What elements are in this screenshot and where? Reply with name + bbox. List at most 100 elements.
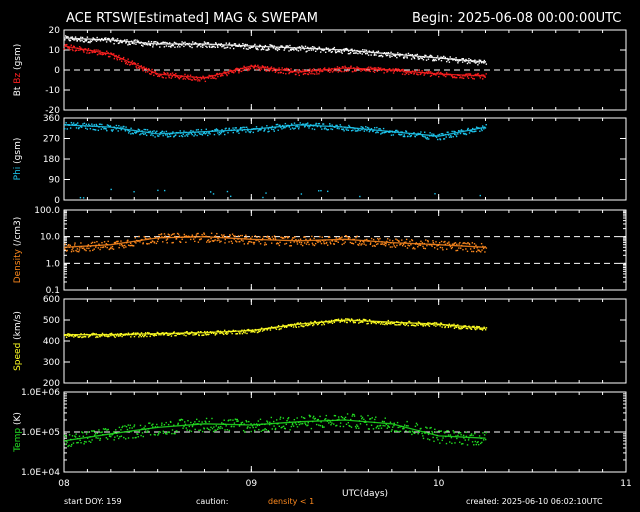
- point-bt-bz-bt: [395, 54, 397, 57]
- point-density-density: [389, 239, 391, 241]
- point-phi-phi: [318, 190, 320, 192]
- point-phi-phi: [127, 130, 129, 132]
- point-phi-phi: [399, 134, 402, 136]
- point-speed-speed: [255, 329, 257, 332]
- point-density-density: [277, 242, 280, 245]
- point-bt-bz-bt: [128, 43, 131, 45]
- point-bt-bz-bt: [272, 47, 275, 49]
- point-phi-phi: [308, 127, 310, 129]
- point-density-density: [273, 235, 276, 237]
- point-bt-bz-bt: [308, 49, 310, 52]
- point-temp-temp: [356, 424, 358, 426]
- point-temp-temp: [184, 423, 187, 426]
- point-bt-bz-bt: [340, 51, 342, 53]
- point-temp-temp: [205, 417, 208, 420]
- point-temp-temp: [395, 430, 397, 433]
- point-temp-temp: [110, 435, 112, 438]
- point-temp-temp: [301, 422, 304, 425]
- point-speed-speed: [73, 336, 75, 338]
- point-density-density: [76, 250, 78, 253]
- point-phi-phi: [336, 127, 338, 130]
- point-bt-bz-bt: [379, 55, 381, 57]
- point-speed-speed: [138, 336, 140, 338]
- point-bt-bz-bt: [190, 44, 193, 46]
- point-bt-bz-bz: [337, 71, 339, 73]
- point-bt-bz-bt: [155, 41, 157, 43]
- point-density-density: [382, 243, 384, 245]
- point-phi-phi: [483, 128, 485, 130]
- point-density-density: [253, 243, 255, 245]
- point-bt-bz-bz: [450, 75, 453, 77]
- point-temp-temp: [357, 425, 359, 428]
- point-bt-bz-bt: [181, 41, 183, 43]
- point-bt-bz-bt: [199, 44, 201, 46]
- point-bt-bz-bt: [391, 55, 393, 58]
- point-phi-phi: [360, 126, 362, 128]
- point-temp-temp: [330, 424, 332, 426]
- point-speed-speed: [440, 322, 443, 325]
- point-density-density: [314, 242, 317, 245]
- point-temp-temp: [317, 418, 320, 421]
- point-density-density: [191, 234, 194, 236]
- ytick-label-density-2: 10.0: [40, 233, 60, 243]
- point-bt-bz-bt: [291, 48, 293, 50]
- ytick-label-phi-1: 90: [49, 176, 61, 186]
- point-speed-speed: [207, 333, 209, 336]
- point-speed-speed: [314, 320, 317, 323]
- point-phi-phi: [239, 128, 241, 130]
- point-temp-temp: [402, 428, 404, 430]
- point-phi-phi: [111, 130, 113, 132]
- point-phi-phi: [143, 133, 145, 136]
- point-density-density: [259, 236, 261, 238]
- point-temp-temp: [432, 436, 434, 439]
- point-bt-bz-bz: [366, 67, 369, 69]
- point-bt-bz-bt: [330, 51, 333, 53]
- point-bt-bz-bt: [78, 38, 81, 41]
- series-bt-bz-bz: [63, 43, 487, 83]
- point-bt-bz-bz: [143, 66, 145, 68]
- point-speed-speed: [313, 320, 316, 323]
- point-bt-bz-bz: [184, 73, 186, 76]
- point-speed-speed: [320, 320, 323, 323]
- point-bt-bz-bt: [196, 46, 198, 48]
- point-phi-phi: [124, 130, 127, 132]
- point-temp-temp: [151, 424, 153, 426]
- point-bt-bz-bt: [118, 42, 120, 44]
- point-bt-bz-bz: [344, 65, 346, 67]
- point-bt-bz-bt: [434, 58, 436, 61]
- point-bt-bz-bt: [318, 46, 320, 48]
- point-phi-phi: [481, 129, 483, 132]
- point-bt-bz-bt: [96, 36, 98, 39]
- point-phi-phi: [281, 124, 284, 127]
- point-temp-temp: [228, 419, 230, 421]
- point-speed-speed: [135, 334, 137, 336]
- point-phi-phi: [410, 134, 412, 137]
- point-speed-speed: [74, 335, 77, 337]
- point-temp-temp: [234, 418, 237, 420]
- point-speed-speed: [428, 325, 431, 327]
- point-bt-bz-bz: [122, 56, 125, 59]
- point-bt-bz-bz: [405, 71, 407, 74]
- point-bt-bz-bt: [432, 59, 434, 62]
- point-density-density: [285, 242, 288, 245]
- point-density-density: [264, 242, 266, 244]
- point-density-density: [259, 243, 262, 245]
- point-bt-bz-bt: [425, 59, 428, 61]
- point-density-density: [218, 239, 220, 241]
- point-bt-bz-bz: [183, 77, 185, 79]
- point-phi-phi: [228, 127, 230, 130]
- point-density-density: [70, 250, 73, 253]
- point-density-density: [399, 244, 401, 246]
- point-bt-bz-bz: [409, 72, 412, 74]
- point-phi-phi: [388, 131, 390, 133]
- point-speed-speed: [140, 332, 143, 334]
- point-phi-phi: [184, 135, 186, 137]
- point-speed-speed: [464, 325, 467, 327]
- point-bt-bz-bz: [246, 67, 248, 70]
- point-phi-phi: [322, 123, 324, 125]
- point-temp-temp: [287, 416, 290, 419]
- point-temp-temp: [367, 428, 370, 430]
- point-phi-phi: [401, 133, 403, 136]
- point-density-density: [178, 235, 181, 237]
- point-phi-phi: [192, 130, 194, 132]
